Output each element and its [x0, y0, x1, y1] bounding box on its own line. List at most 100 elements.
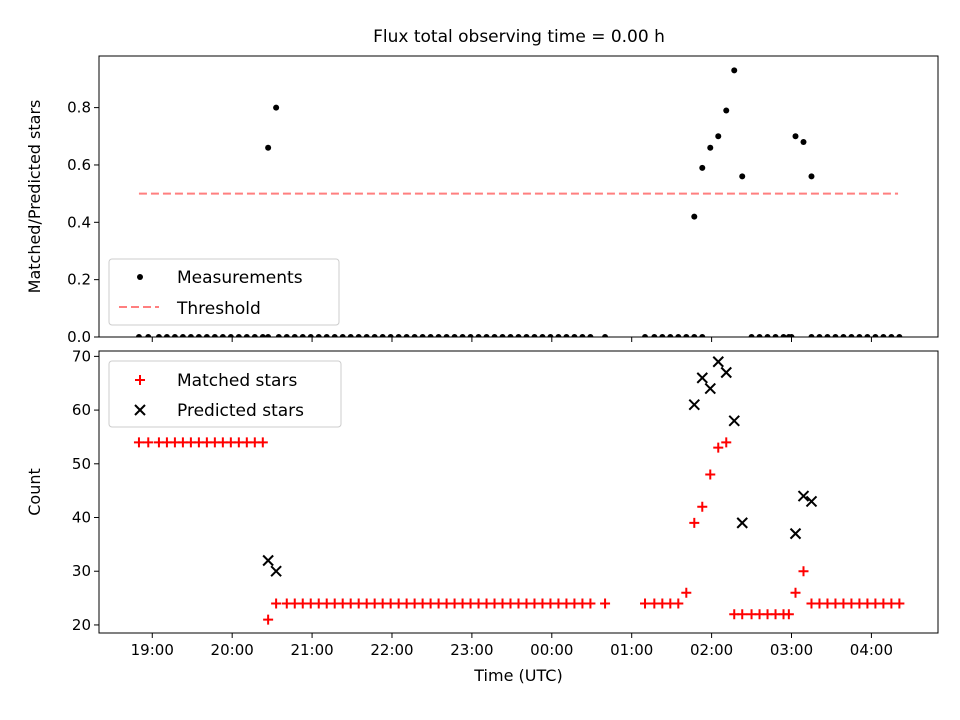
legend-predicted-label: Predicted stars: [177, 401, 304, 421]
predicted-marker: [736, 517, 748, 529]
measurement-point: [499, 334, 506, 337]
measurement-point: [547, 334, 554, 337]
measurement-point: [491, 334, 498, 337]
measurement-point: [691, 334, 698, 337]
measurement-point: [379, 334, 386, 337]
predicted-marker: [712, 356, 724, 368]
measurement-point: [571, 334, 578, 337]
measurement-point: [683, 334, 690, 337]
measurement-point: [363, 334, 370, 337]
y-tick-label: 0.6: [67, 156, 91, 174]
legend-top: Measurements Threshold: [108, 258, 340, 326]
measurement-point: [699, 164, 706, 171]
predicted-marker: [270, 565, 282, 577]
matched-marker: [705, 469, 716, 480]
measurement-point: [780, 334, 787, 337]
measurement-point: [888, 334, 895, 337]
measurement-point: [816, 334, 823, 337]
y-tick-label: 60: [72, 401, 91, 419]
measurement-point: [219, 334, 226, 337]
measurement-point: [387, 334, 394, 337]
measurement-point: [772, 334, 779, 337]
matched-marker: [673, 598, 684, 609]
measurement-point: [642, 334, 649, 337]
measurement-point: [788, 334, 795, 337]
x-tick-label: 01:00: [610, 641, 653, 659]
measurement-point: [259, 334, 266, 337]
measurement-point: [675, 334, 682, 337]
measurement-point: [243, 334, 250, 337]
measurement-point: [808, 334, 815, 337]
measurement-point: [203, 334, 210, 337]
measurement-point: [251, 334, 258, 337]
predicted-marker: [720, 366, 732, 379]
legend-bottom: Matched stars Predicted stars: [108, 360, 342, 428]
measurement-point: [539, 334, 546, 337]
x-tick-label: 23:00: [450, 641, 493, 659]
matched-marker: [271, 598, 282, 609]
matched-marker: [894, 598, 905, 609]
matched-marker: [689, 517, 700, 528]
matched-marker: [585, 598, 596, 609]
x-axis-label: Time (UTC): [473, 666, 562, 685]
measurement-point: [299, 334, 306, 337]
measurement-point: [507, 334, 514, 337]
measurement-point: [355, 334, 362, 337]
measurement-point: [273, 104, 280, 111]
measurement-point: [563, 334, 570, 337]
measurement-point: [395, 334, 402, 337]
legend-measurement-marker: [137, 274, 143, 280]
measurement-point: [227, 334, 234, 337]
measurement-point: [145, 334, 152, 337]
measurement-point: [323, 334, 330, 337]
top-plot-area: [135, 67, 903, 337]
matched-marker: [681, 587, 692, 598]
measurement-point: [651, 334, 658, 337]
y-axis-label: Count: [25, 468, 44, 516]
measurement-point: [315, 334, 322, 337]
measurement-point: [265, 144, 272, 151]
legend-matched-label: Matched stars: [177, 371, 297, 391]
measurement-point: [467, 334, 474, 337]
measurement-point: [371, 334, 378, 337]
measurement-point: [739, 173, 746, 180]
matched-marker: [135, 375, 145, 385]
x-tick-label: 21:00: [290, 641, 333, 659]
x-tick-label: 02:00: [690, 641, 733, 659]
measurement-point: [171, 334, 178, 337]
y-tick-label: 0.2: [67, 271, 91, 289]
x-tick-label: 19:00: [131, 641, 174, 659]
measurement-point: [723, 107, 730, 114]
measurement-point: [555, 334, 562, 337]
measurement-point: [808, 173, 815, 180]
bottom-panel: 20 30 40 50 60 70 19:00 20:00 21:00 22:00 23:00 00:…: [25, 347, 939, 685]
measurement-point: [848, 334, 855, 337]
measurement-point: [135, 334, 142, 337]
predicted-marker: [797, 490, 810, 502]
matched-marker: [143, 437, 154, 448]
measurement-point: [283, 334, 290, 337]
measurement-point: [602, 334, 609, 337]
measurement-point: [411, 334, 418, 337]
measurement-point: [347, 334, 354, 337]
y-tick-label: 0.8: [67, 99, 91, 117]
measurement-point: [459, 334, 466, 337]
predicted-marker: [262, 554, 274, 567]
legend-frame: [108, 360, 342, 428]
y-tick-label: 0.4: [67, 213, 91, 231]
y-tick-label: 0.0: [67, 328, 91, 346]
measurement-point: [435, 334, 442, 337]
measurement-point: [451, 334, 458, 337]
measurement-point: [291, 334, 298, 337]
x-tick-label: 03:00: [770, 641, 813, 659]
matched-marker: [257, 437, 268, 448]
x-tick-label: 00:00: [530, 641, 573, 659]
measurement-point: [155, 334, 162, 337]
axes-frame: [98, 55, 939, 338]
predicted-marker: [728, 415, 740, 427]
measurement-point: [659, 334, 666, 337]
matched-marker: [697, 501, 708, 512]
x-tick-label: 22:00: [370, 641, 413, 659]
matched-marker: [783, 609, 794, 620]
